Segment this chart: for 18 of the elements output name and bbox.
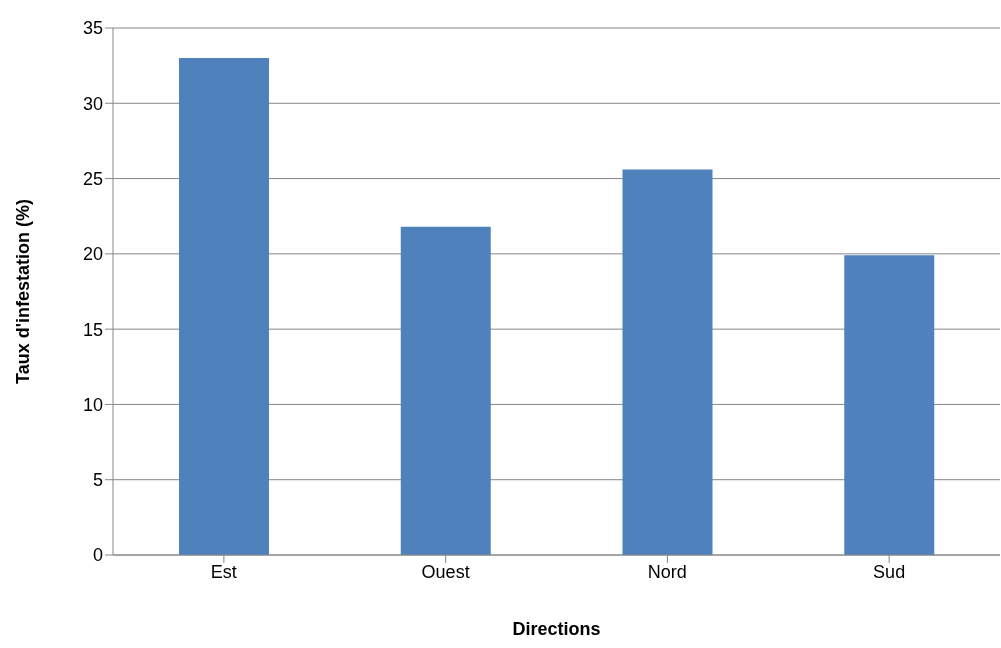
y-tick-label: 30 bbox=[82, 93, 103, 114]
y-tick-label: 10 bbox=[82, 394, 103, 415]
bar bbox=[179, 58, 269, 555]
x-tick-label: Ouest bbox=[421, 561, 470, 582]
y-tick-label: 20 bbox=[82, 244, 103, 265]
y-tick-label: 5 bbox=[92, 470, 103, 491]
y-axis-title: Taux d'infestation (%) bbox=[13, 199, 34, 384]
x-tick-label: Est bbox=[210, 561, 237, 582]
x-tick-label: Sud bbox=[873, 561, 906, 582]
y-tick-label: 15 bbox=[82, 319, 103, 340]
y-tick-label: 35 bbox=[82, 18, 103, 39]
y-tick-label: 25 bbox=[82, 168, 103, 189]
y-tick-label: 0 bbox=[92, 545, 103, 566]
bar bbox=[400, 226, 491, 555]
x-axis-title: Directions bbox=[512, 619, 601, 639]
bar bbox=[622, 169, 713, 555]
x-tick-label: Nord bbox=[647, 561, 687, 582]
bar bbox=[844, 255, 935, 555]
